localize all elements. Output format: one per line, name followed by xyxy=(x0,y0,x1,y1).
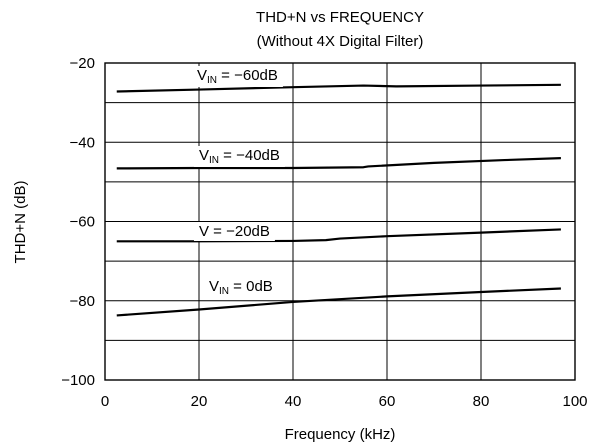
series-label-subscript: IN xyxy=(209,155,219,166)
x-tick-label: 0 xyxy=(101,393,109,410)
y-axis-label: THD+N (dB) xyxy=(12,181,29,264)
x-tick-label: 60 xyxy=(379,393,396,410)
plot-frame xyxy=(104,62,576,381)
series-label-subscript: IN xyxy=(207,75,217,86)
series-label-symbol: V xyxy=(209,278,219,295)
chart-title: THD+N vs FREQUENCY xyxy=(256,9,424,26)
series-label-symbol: V xyxy=(199,223,209,240)
y-tick-label: −40 xyxy=(70,134,95,151)
series-label: VIN = −60dB xyxy=(192,66,283,87)
series-line xyxy=(116,228,561,243)
y-tick-label: −60 xyxy=(70,214,95,231)
series-label-value: = −60dB xyxy=(217,67,278,84)
y-tick-label: −80 xyxy=(70,293,95,310)
x-tick-label: 80 xyxy=(473,393,490,410)
series-label-subscript: IN xyxy=(219,286,229,297)
series-label-value: = −20dB xyxy=(209,223,270,240)
y-tick-label: −20 xyxy=(70,55,95,72)
series-line xyxy=(116,83,561,93)
series-label-text: V = −20dB xyxy=(199,223,270,240)
series-line xyxy=(116,157,561,170)
series-label-background xyxy=(194,146,285,167)
x-tick-label: 40 xyxy=(285,393,302,410)
series-label: VIN = 0dB xyxy=(204,277,278,298)
series-label-text: VIN = −60dB xyxy=(197,67,278,86)
series-label: VIN = −40dB xyxy=(194,146,285,167)
tick-labels: 0 20 40 60 80 100 −20 −40 −60 −80 −100 xyxy=(61,55,587,410)
series-label-symbol: V xyxy=(197,67,207,84)
series-label-background xyxy=(192,66,283,87)
x-tick-label: 100 xyxy=(562,393,587,410)
series-label-text: VIN = −40dB xyxy=(199,147,280,166)
series-layer xyxy=(116,83,561,317)
x-axis-label: Frequency (kHz) xyxy=(285,426,396,443)
series-label-value: = 0dB xyxy=(229,278,273,295)
chart-subtitle: (Without 4X Digital Filter) xyxy=(257,33,424,50)
series-label-background xyxy=(194,222,275,241)
series-label: V = −20dB xyxy=(194,222,275,241)
series-line xyxy=(116,287,561,317)
series-label-text: VIN = 0dB xyxy=(209,278,273,297)
series-label-value: = −40dB xyxy=(219,147,280,164)
series-label-background xyxy=(204,277,278,298)
x-tick-label: 20 xyxy=(191,393,208,410)
grid-lines xyxy=(105,63,575,380)
y-tick-label: −100 xyxy=(61,372,95,389)
series-label-symbol: V xyxy=(199,147,209,164)
